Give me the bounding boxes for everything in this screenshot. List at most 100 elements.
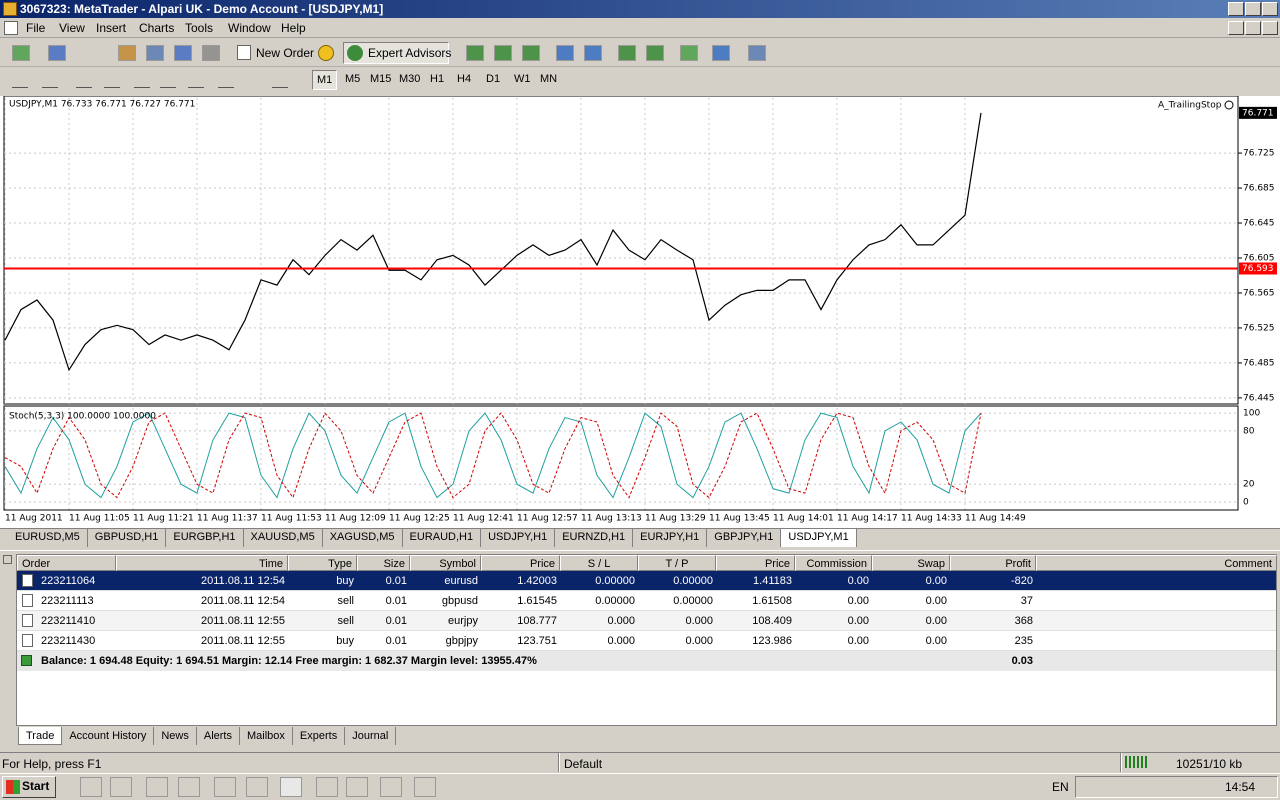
toolbar-button[interactable] — [12, 45, 30, 61]
taskbar-app[interactable] — [380, 777, 402, 797]
taskbar-app[interactable] — [280, 777, 302, 797]
column-header[interactable]: Price — [716, 555, 795, 571]
menu-item[interactable]: Help — [281, 21, 306, 35]
toolbar-button[interactable] — [584, 45, 602, 61]
menu-item[interactable]: Window — [228, 21, 271, 35]
start-button[interactable] — [2, 776, 56, 798]
column-header[interactable]: Type — [288, 555, 357, 571]
toolbar-button[interactable] — [174, 45, 192, 61]
terminal-tab[interactable]: Mailbox — [240, 727, 293, 745]
taskbar-app[interactable] — [146, 777, 168, 797]
taskbar-app[interactable] — [214, 777, 236, 797]
y-tick-label: 20 — [1243, 480, 1255, 490]
drawing-tool-button[interactable] — [104, 72, 120, 88]
drawing-tool-button[interactable] — [160, 72, 176, 88]
timeframe-button[interactable]: M30 — [399, 73, 421, 85]
taskbar-app[interactable] — [246, 777, 268, 797]
chart-tab[interactable]: EURUSD,M5 — [8, 529, 88, 547]
drawing-tool-button[interactable] — [188, 72, 204, 88]
column-header[interactable]: Commission — [795, 555, 872, 571]
title-close-button[interactable] — [1262, 2, 1278, 16]
toolbar-button[interactable] — [146, 45, 164, 61]
column-header[interactable]: Time — [116, 555, 288, 571]
timeframe-button[interactable]: W1 — [514, 73, 531, 85]
toolbar-button[interactable] — [522, 45, 540, 61]
toolbar-button[interactable] — [48, 45, 66, 61]
terminal-tab[interactable]: Experts — [293, 727, 346, 745]
timeframe-button[interactable]: M15 — [370, 73, 392, 85]
terminal-tab[interactable]: Journal — [345, 727, 397, 745]
toolbar-button[interactable] — [712, 45, 730, 61]
order-row[interactable] — [17, 631, 1276, 651]
menu-item[interactable]: View — [59, 21, 85, 35]
column-header[interactable]: Order — [17, 555, 116, 571]
drawing-tool-button[interactable] — [12, 72, 28, 88]
mdi-min-button[interactable] — [1228, 21, 1244, 35]
order-row[interactable] — [17, 591, 1276, 611]
timeframe-button[interactable]: M1 — [312, 70, 338, 90]
mdi-restore-button[interactable] — [1245, 21, 1261, 35]
terminal-tab[interactable]: News — [154, 727, 197, 745]
drawing-tool-button[interactable] — [272, 72, 288, 88]
column-header[interactable]: T / P — [638, 555, 716, 571]
menu-item[interactable]: Tools — [185, 21, 214, 35]
menu-item[interactable]: Insert — [96, 21, 127, 35]
last-price-label: 76.771 — [1242, 108, 1274, 118]
menu-item[interactable]: File — [26, 21, 46, 35]
drawing-tool-button[interactable] — [134, 72, 150, 88]
drawing-tool-button[interactable] — [42, 72, 58, 88]
toolbar-button[interactable] — [466, 45, 484, 61]
timeframe-button[interactable]: MN — [540, 73, 558, 85]
column-header[interactable]: Profit — [950, 555, 1036, 571]
column-header[interactable]: Symbol — [410, 555, 481, 571]
menu-item[interactable]: Charts — [139, 21, 175, 35]
toolbar-button[interactable] — [680, 45, 698, 61]
taskbar-clock: 14:54 — [1225, 780, 1256, 794]
chart-tab[interactable]: XAUUSD,M5 — [244, 529, 323, 547]
chart-tab[interactable]: XAGUSD,M5 — [323, 529, 403, 547]
toolbar-button[interactable] — [556, 45, 574, 61]
column-header[interactable]: Price — [481, 555, 560, 571]
timeframe-button[interactable]: H4 — [457, 73, 472, 85]
title-max-button[interactable] — [1245, 2, 1261, 16]
chart-tab[interactable]: EURNZD,H1 — [555, 529, 634, 547]
order-row[interactable] — [17, 611, 1276, 631]
stoch-title: Stoch(5,3,3) 100.0000 100.0000 — [9, 412, 156, 422]
chart-tab[interactable]: GBPUSD,H1 — [88, 529, 167, 547]
column-header[interactable]: Swap — [872, 555, 950, 571]
terminal-tab[interactable]: Trade — [18, 727, 63, 745]
chart-tab[interactable]: EURJPY,H1 — [633, 529, 708, 547]
column-header[interactable]: S / L — [560, 555, 638, 571]
taskbar-app[interactable] — [316, 777, 338, 797]
timeframe-button[interactable]: M5 — [345, 73, 361, 85]
drawing-tool-button[interactable] — [218, 72, 234, 88]
timeframe-button[interactable]: H1 — [430, 73, 445, 85]
terminal-tab[interactable]: Alerts — [197, 727, 240, 745]
toolbar-button[interactable] — [748, 45, 766, 61]
toolbar-button[interactable] — [202, 45, 220, 61]
chart-tab[interactable]: USDJPY,H1 — [481, 529, 556, 547]
terminal-tab[interactable]: Account History — [62, 727, 155, 745]
x-tick-label: 11 Aug 13:13 — [581, 514, 642, 524]
chart-tab[interactable]: USDJPY,M1 — [781, 529, 857, 547]
taskbar-app[interactable] — [178, 777, 200, 797]
toolbar-button[interactable] — [494, 45, 512, 61]
taskbar-app[interactable] — [110, 777, 132, 797]
toolbar-button[interactable] — [118, 45, 136, 61]
chart-tab[interactable]: GBPJPY,H1 — [707, 529, 782, 547]
toolbar-button[interactable] — [618, 45, 636, 61]
title-min-button[interactable] — [1228, 2, 1244, 16]
timeframe-button[interactable]: D1 — [486, 73, 501, 85]
toolbar-button[interactable] — [646, 45, 664, 61]
taskbar-app[interactable] — [346, 777, 368, 797]
taskbar-app[interactable] — [80, 777, 102, 797]
chart-tab[interactable]: EURGBP,H1 — [166, 529, 244, 547]
mdi-close-button[interactable] — [1262, 21, 1278, 35]
order-row[interactable] — [17, 571, 1276, 591]
expert-advisors-button[interactable] — [343, 42, 449, 64]
column-header[interactable]: Comment — [1036, 555, 1277, 571]
taskbar-app[interactable] — [414, 777, 436, 797]
drawing-tool-button[interactable] — [76, 72, 92, 88]
column-header[interactable]: Size — [357, 555, 410, 571]
chart-tab[interactable]: EURAUD,H1 — [403, 529, 482, 547]
